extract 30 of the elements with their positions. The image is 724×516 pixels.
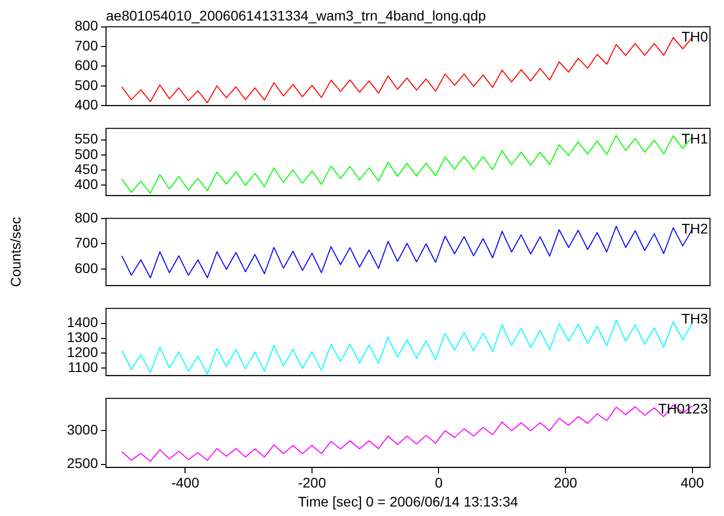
y-tick-label: 800 [74,209,98,226]
y-tick-label: 550 [74,130,98,147]
y-tick-label: 700 [74,234,98,251]
y-axis-title: Counts/sec [7,216,24,288]
y-tick-label: 700 [74,37,98,54]
y-tick-label: 400 [74,176,98,192]
y-tick-label: 3000 [66,422,98,438]
y-tick-label: 1200 [66,344,98,360]
y-tick-label: 1300 [66,329,98,346]
y-tick-label: 600 [74,260,98,276]
x-tick-label: 400 [680,474,704,491]
x-tick-label: 0 [434,474,443,491]
y-tick-label: 500 [74,146,98,162]
x-tick-label: -200 [298,474,326,491]
y-tick-label: 400 [74,96,98,112]
y-tick-label: 800 [74,18,98,34]
y-tick-label: 500 [74,76,98,93]
y-tick-label: 2500 [66,455,98,472]
y-tick-label: 1100 [68,358,98,375]
series-label: TH0 [682,28,708,45]
x-tick-label: 200 [554,474,578,491]
series-label: TH1 [682,130,708,146]
series-label: TH2 [682,220,708,236]
y-tick-label: 1400 [66,314,98,330]
y-tick-label: 450 [74,160,98,177]
y-tick-label: 600 [74,57,98,74]
series-label: TH3 [682,310,708,326]
x-axis-title: Time [sec] 0 = 2006/06/14 13:13:34 [298,493,518,510]
chart-title: ae801054010_20060614131334_wam3_trn_4band_long.qdp [106,7,486,24]
x-tick-label: -400 [171,474,200,491]
